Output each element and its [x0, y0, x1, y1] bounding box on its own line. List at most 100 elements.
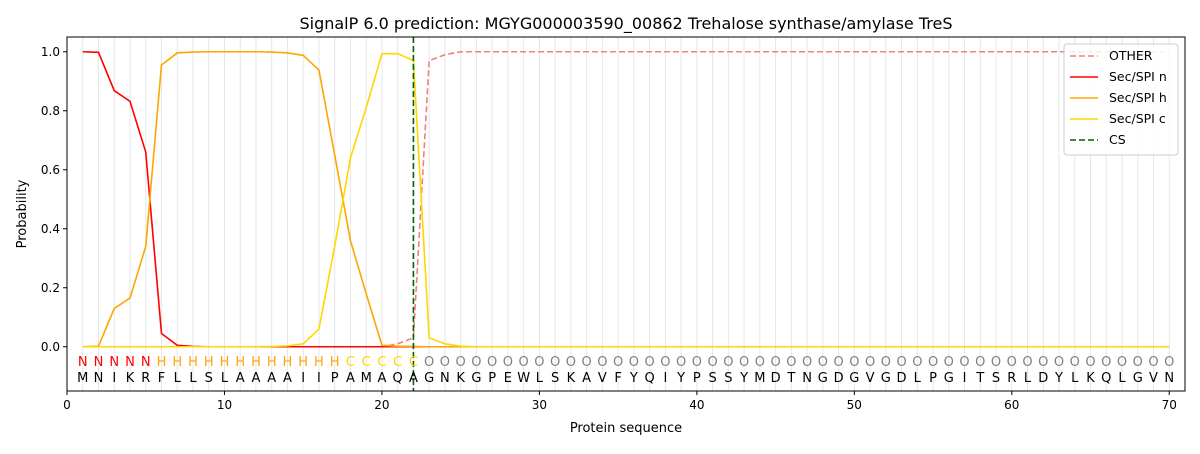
sequence-residue: M: [361, 371, 372, 386]
sequence-residue: G: [849, 371, 859, 386]
sequence-residue: N: [440, 371, 450, 386]
sequence-residue: Y: [629, 371, 638, 386]
sequence-residue: P: [331, 371, 339, 386]
y-axis-label: Probability: [15, 179, 30, 248]
region-label: O: [928, 355, 938, 370]
sequence-residue: D: [1038, 371, 1048, 386]
sequence-residue: T: [786, 371, 795, 386]
sequence-residue: L: [189, 371, 197, 386]
region-label: O: [818, 355, 828, 370]
sequence-residue: K: [456, 371, 465, 386]
legend-box: [1063, 43, 1179, 156]
region-label: O: [1085, 355, 1095, 370]
sequence-residue: K: [126, 371, 135, 386]
region-label: O: [1117, 355, 1127, 370]
sequence-residue: I: [963, 371, 967, 386]
sequence-residue: A: [236, 371, 245, 386]
y-tick-label: 1.0: [41, 45, 60, 59]
region-label: O: [865, 355, 875, 370]
region-label: H: [330, 355, 340, 370]
sequence-residue: I: [317, 371, 321, 386]
region-label: O: [582, 355, 592, 370]
sequence-residue: N: [1164, 371, 1174, 386]
region-label: O: [613, 355, 623, 370]
region-label: O: [959, 355, 969, 370]
region-label: O: [1133, 355, 1143, 370]
series-layer: [82, 37, 1170, 391]
sequence-residue: G: [1133, 371, 1143, 386]
region-label: O: [802, 355, 812, 370]
region-label: O: [1101, 355, 1111, 370]
sequence-residue: V: [598, 371, 607, 386]
region-label: N: [141, 355, 151, 370]
sequence-residue: G: [944, 371, 954, 386]
sequence-residue: A: [582, 371, 591, 386]
region-label: O: [1038, 355, 1048, 370]
sequence-residue: A: [252, 371, 261, 386]
sequence-residue: S: [708, 371, 716, 386]
chart-title: SignalP 6.0 prediction: MGYG000003590_00…: [299, 14, 952, 34]
region-label: H: [220, 355, 230, 370]
sequence-residue: G: [471, 371, 481, 386]
legend-label: OTHER: [1109, 48, 1153, 63]
region-label: O: [991, 355, 1001, 370]
sequence-residue: D: [771, 371, 781, 386]
region-label: O: [629, 355, 639, 370]
legend-label: Sec/SPI c: [1109, 111, 1166, 126]
sequence-residue: L: [536, 371, 544, 386]
region-label: O: [833, 355, 843, 370]
region-label: C: [362, 355, 371, 370]
region-label: H: [314, 355, 324, 370]
sequence-residue: Y: [676, 371, 685, 386]
sequence-residue: I: [301, 371, 305, 386]
region-label: O: [645, 355, 655, 370]
sequence-residue: D: [834, 371, 844, 386]
sequence-residue: A: [346, 371, 355, 386]
region-label: O: [440, 355, 450, 370]
region-label: H: [283, 355, 293, 370]
region-label: H: [267, 355, 277, 370]
region-label: H: [251, 355, 261, 370]
sequence-residue: A: [409, 371, 418, 386]
region-label: C: [346, 355, 355, 370]
series-line-sec-spi-h: [82, 50, 1170, 348]
region-label: N: [125, 355, 135, 370]
sequence-residue: Q: [393, 371, 403, 386]
sequence-residue: T: [975, 371, 984, 386]
sequence-residue: E: [504, 371, 512, 386]
sequence-residue: G: [881, 371, 891, 386]
sequence-residue: I: [663, 371, 667, 386]
region-label: O: [692, 355, 702, 370]
y-tick-label: 0.2: [41, 281, 60, 295]
plot-frame: [66, 36, 1186, 392]
x-tick-label: 0: [63, 398, 71, 412]
region-label: H: [298, 355, 308, 370]
region-label: O: [770, 355, 780, 370]
sequence-residue: S: [551, 371, 559, 386]
sequence-residue: S: [724, 371, 732, 386]
sequence-residue: G: [424, 371, 434, 386]
region-label: O: [456, 355, 466, 370]
region-label: O: [944, 355, 954, 370]
region-label: O: [1054, 355, 1064, 370]
x-axis-label: Protein sequence: [570, 421, 682, 436]
y-tick-label: 0.0: [41, 340, 60, 354]
legend: OTHER Sec/SPI n Sec/SPI h Sec/SPI c CS: [1063, 43, 1179, 156]
region-label: C: [393, 355, 402, 370]
series-line-other: [82, 50, 1170, 348]
sequence-residue: N: [802, 371, 812, 386]
region-label: N: [78, 355, 88, 370]
sequence-residue: L: [1071, 371, 1079, 386]
legend-label: Sec/SPI h: [1109, 90, 1167, 105]
sequence-residue: S: [205, 371, 213, 386]
sequence-residue: M: [754, 371, 765, 386]
region-label: O: [1148, 355, 1158, 370]
x-tick-label: 70: [1162, 398, 1177, 412]
region-label: N: [94, 355, 104, 370]
region-label: O: [503, 355, 513, 370]
sequence-residue: D: [897, 371, 907, 386]
axis-layer: 0 10 20 30 40 50 60 70 0.0 0.2 0.4 0.6 0.8 1.0: [41, 45, 1177, 412]
region-label: O: [660, 355, 670, 370]
sequence-residue: A: [377, 371, 386, 386]
